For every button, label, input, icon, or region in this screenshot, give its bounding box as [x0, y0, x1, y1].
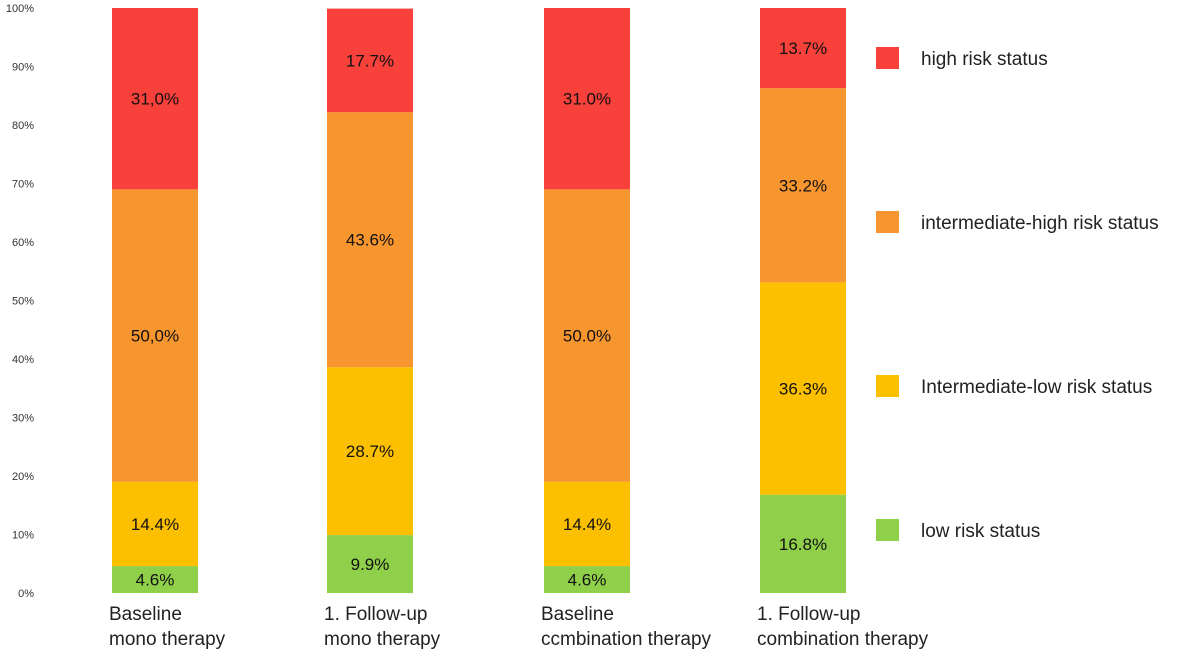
data-label: 50,0%	[131, 327, 179, 346]
bar-segment	[760, 494, 846, 593]
data-label: 14.4%	[563, 515, 611, 534]
bar-segment	[112, 481, 198, 567]
y-axis: 0% 10% 20% 30% 40% 50% 60% 70% 80% 90% 100%	[6, 3, 34, 600]
bar-segment	[544, 566, 630, 593]
data-label: 33.2%	[779, 176, 827, 195]
data-label: 50.0%	[563, 327, 611, 346]
bar-segment	[544, 189, 630, 482]
y-tick-label: 60%	[12, 237, 34, 249]
x-tick-label: 1. Follow-up	[757, 604, 861, 625]
bar-segment	[327, 112, 413, 368]
x-tick-label: mono therapy	[324, 629, 441, 650]
legend-swatch	[876, 47, 899, 69]
legend-label: high risk status	[921, 49, 1048, 70]
legend-label: Intermediate-low risk status	[921, 377, 1152, 398]
data-label: 13.7%	[779, 39, 827, 58]
y-tick-label: 70%	[12, 179, 34, 191]
legend-swatch	[876, 519, 899, 541]
legend-label: intermediate-high risk status	[921, 213, 1159, 234]
y-tick-label: 30%	[12, 413, 34, 425]
data-label: 28.7%	[346, 442, 394, 461]
legend: high risk status intermediate-high risk s…	[876, 47, 1159, 542]
y-tick-label: 0%	[18, 588, 34, 600]
data-label: 16.8%	[779, 535, 827, 554]
data-labels: 4.6% 14.4% 50,0% 31,0% 9.9% 28.7% 43.6% 17.7% 4.…	[131, 39, 827, 589]
y-tick-label: 50%	[12, 296, 34, 308]
bar-segment	[327, 535, 413, 593]
legend-swatch	[876, 375, 899, 397]
bar-segment	[544, 481, 630, 567]
x-axis: Baseline mono therapy 1. Follow-up mono the…	[109, 604, 929, 650]
data-label: 36.3%	[779, 380, 827, 399]
bars	[112, 8, 846, 593]
legend-swatch	[876, 211, 899, 233]
data-label: 43.6%	[346, 231, 394, 250]
data-label: 31.0%	[563, 90, 611, 109]
bar-segment	[760, 88, 846, 283]
x-tick-label: 1. Follow-up	[324, 604, 428, 625]
bar-segment	[327, 8, 413, 113]
data-label: 14.4%	[131, 515, 179, 534]
y-tick-label: 10%	[12, 530, 34, 542]
bar-segment	[544, 8, 630, 190]
y-tick-label: 20%	[12, 471, 34, 483]
bar-segment	[112, 566, 198, 593]
bar-segment	[760, 8, 846, 89]
x-tick-label: Baseline	[541, 604, 614, 625]
data-label: 9.9%	[351, 555, 390, 574]
x-tick-label: Baseline	[109, 604, 182, 625]
x-tick-label: ccmbination therapy	[541, 629, 712, 650]
x-tick-label: combination therapy	[757, 629, 929, 650]
data-label: 17.7%	[346, 51, 394, 70]
bar-segment	[760, 282, 846, 495]
data-label: 4.6%	[568, 571, 607, 590]
y-tick-label: 100%	[6, 3, 34, 15]
bar-segment	[112, 8, 198, 190]
x-tick-label: mono therapy	[109, 629, 226, 650]
y-tick-label: 40%	[12, 354, 34, 366]
y-tick-label: 80%	[12, 120, 34, 132]
data-label: 31,0%	[131, 90, 179, 109]
bar-segment	[327, 367, 413, 536]
legend-label: low risk status	[921, 521, 1040, 542]
data-label: 4.6%	[136, 571, 175, 590]
y-tick-label: 90%	[12, 62, 34, 74]
bar-segment	[112, 189, 198, 482]
